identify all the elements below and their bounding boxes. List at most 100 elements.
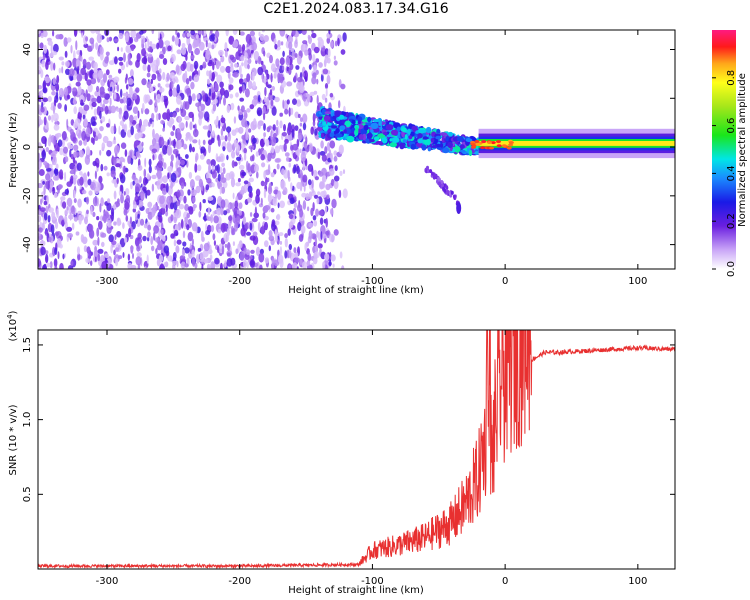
spectrogram-cell [252, 81, 256, 89]
spectrogram-cell [156, 42, 160, 50]
spectrogram-cell [234, 200, 239, 209]
spectrogram-cell [162, 127, 165, 132]
spectrogram-cell [64, 104, 67, 112]
spectrogram-cell [92, 160, 97, 167]
spectrogram-cell [72, 174, 78, 180]
spectrogram-cell [339, 125, 346, 131]
spectrogram-cell [194, 47, 201, 56]
spectrogram-cell [316, 127, 323, 131]
spectrogram-cell [184, 263, 189, 268]
spectrogram-cell [210, 214, 214, 224]
spectrogram-cell [62, 201, 67, 209]
spectrogram-cell [83, 104, 90, 111]
spectrogram-cell [205, 184, 210, 191]
spectrogram-cell [162, 71, 166, 81]
spectrogram-cell [190, 189, 197, 197]
spectrogram-cell [486, 141, 492, 144]
spectrogram-cell [185, 88, 191, 94]
spectrogram-cell [141, 78, 147, 86]
spectrogram-cell [195, 185, 201, 194]
spectrogram-cell [153, 225, 160, 234]
spectrogram-cell [244, 52, 248, 59]
spectrogram-cell [41, 149, 46, 160]
spectrogram-cell [180, 109, 187, 117]
spectrogram-cell [64, 156, 69, 163]
spectrogram-cell [169, 111, 174, 118]
spectrogram-cell [94, 256, 97, 263]
spectrogram-cell [263, 75, 267, 85]
spectrogram-cell [220, 117, 226, 124]
spectrogram-cell [288, 67, 292, 76]
spectrogram-cell [294, 251, 299, 258]
spectrogram-cell [446, 189, 450, 194]
spectrogram-cell [319, 181, 324, 190]
spectrogram-cell [191, 222, 198, 232]
spectrogram-cell [194, 123, 197, 133]
spectrogram-cell [88, 190, 93, 196]
spectrogram-cell [51, 91, 56, 96]
spectrogram-cell [134, 133, 140, 140]
spectrogram-cell [120, 88, 123, 98]
spectrogram-cell [279, 200, 285, 209]
spectrogram-cell [447, 131, 454, 137]
spectrogram-cell [76, 74, 83, 82]
spectrogram-cell [158, 208, 163, 214]
spectrogram-cell [165, 204, 168, 212]
spectrogram-cell [305, 136, 308, 144]
spectrogram-cell [197, 69, 201, 77]
spectrogram-cell [85, 127, 91, 137]
spectrogram-cell [169, 72, 175, 79]
spectrogram-cell [141, 39, 145, 50]
spectrogram-cell [288, 41, 293, 50]
y-tick-label: 20 [22, 92, 33, 105]
spectrogram-cell [250, 146, 253, 153]
spectrogram-cell [172, 125, 176, 131]
spectrogram-cell [168, 88, 173, 97]
spectrogram-cell [125, 44, 131, 54]
spectrogram-cell [230, 257, 236, 266]
spectrogram-cell [290, 107, 294, 116]
spectrogram-cell [342, 188, 348, 199]
spectrogram-cell [302, 122, 307, 131]
spectrogram-cell [303, 183, 306, 192]
spectrogram-cell [200, 230, 204, 240]
spectrogram-cell [251, 217, 258, 223]
spectrogram-cell [115, 258, 119, 267]
spectrogram-cell [257, 66, 264, 76]
spectrogram-cell [41, 136, 47, 144]
spectrogram-cell [223, 89, 230, 99]
spectrogram-cell [79, 106, 83, 114]
spectrogram-cell [245, 131, 249, 141]
spectrogram-cell [42, 87, 47, 94]
spectrogram-cell [166, 72, 170, 82]
spectrogram-cell [305, 165, 308, 170]
spectrogram-cell [100, 254, 105, 264]
spectrogram-cell [114, 247, 120, 253]
spectrogram-cell [57, 102, 62, 109]
spectrogram-cell [433, 139, 438, 145]
spectrogram-cell [282, 50, 285, 58]
spectrogram-cell [135, 151, 140, 158]
spectrogram-cell [103, 73, 107, 83]
spectrogram-cell [246, 261, 249, 269]
snr-marks [38, 330, 675, 569]
spectrogram-cell [310, 207, 314, 217]
spectrogram-cell [140, 124, 146, 132]
spectrogram-cell [49, 52, 54, 58]
spectrogram-cell [468, 149, 473, 157]
spectrogram-cell [57, 139, 63, 147]
spectrogram-cell [39, 240, 46, 247]
spectrogram-cell [70, 175, 74, 184]
spectrogram-cell [293, 196, 297, 201]
spectrogram-cell [279, 112, 284, 117]
spectrogram-cell [302, 40, 308, 45]
spectrogram-cell [297, 132, 303, 141]
spectrogram-cell [172, 195, 177, 203]
spectrogram-cell [158, 39, 164, 49]
spectrogram-cell [164, 261, 169, 268]
spectrogram-cell [114, 56, 118, 65]
spectrogram-cell [262, 212, 266, 219]
spectrogram-cell [258, 31, 261, 37]
spectrogram-cell [140, 218, 145, 226]
